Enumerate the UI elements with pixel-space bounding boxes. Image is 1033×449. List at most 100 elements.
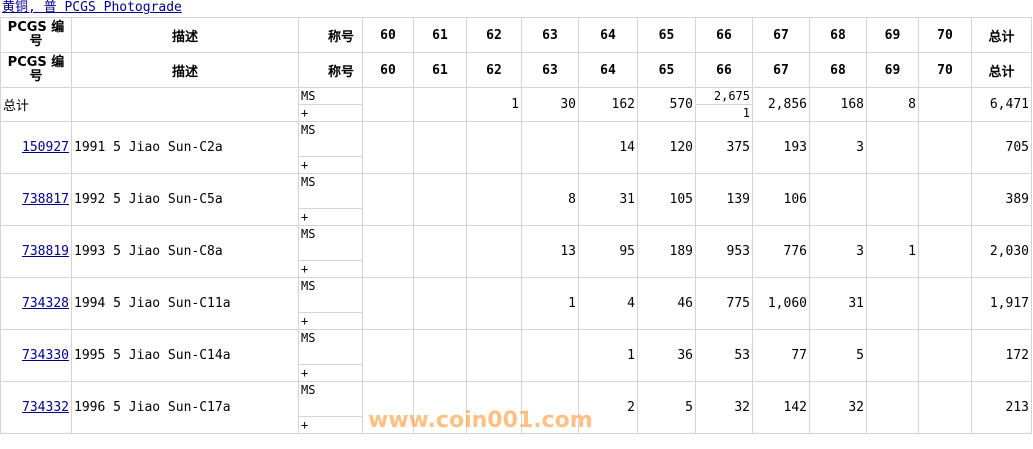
grade-value xyxy=(918,121,972,174)
header-id: PCGS 编号 xyxy=(0,17,72,53)
header-grade: 62 xyxy=(466,52,522,88)
grade-value: 5 xyxy=(637,381,696,434)
row-total: 1,917 xyxy=(971,277,1032,330)
page-title: 黄铜, 普 PCGS Photograde xyxy=(0,0,1033,17)
summary-row: 总计 MS 1 30 162 570 2,675 2,856 168 8 6,471 xyxy=(0,87,1032,122)
designation-plus: + xyxy=(298,312,363,330)
grade-value: 139 xyxy=(695,173,753,226)
coin-id-cell: 150927 xyxy=(0,121,72,174)
header-grade: 61 xyxy=(413,17,467,53)
coin-id-cell: 734332 xyxy=(0,381,72,434)
title-link[interactable]: 黄铜, 普 PCGS Photograde xyxy=(2,0,182,15)
grade-value xyxy=(362,121,414,174)
grade-value xyxy=(413,225,467,278)
plus-row: + xyxy=(1,416,1032,434)
grade-value xyxy=(918,277,972,330)
table-row: 150927 1991 5 Jiao Sun-C2a MS 14 120 375 193 3 7… xyxy=(0,121,1032,174)
header-designation: 称号 xyxy=(298,52,363,88)
designation-ms: MS xyxy=(298,329,363,365)
grade-value: 32 xyxy=(695,381,753,434)
grade-value xyxy=(466,277,522,330)
grade-value xyxy=(466,173,522,226)
header-grade: 68 xyxy=(809,52,867,88)
header-desc: 描述 xyxy=(71,52,299,88)
grade-value: 13 xyxy=(521,225,579,278)
grade-value xyxy=(413,173,467,226)
header-total: 总计 xyxy=(971,52,1032,88)
grade-value: 3 xyxy=(809,225,867,278)
grade-value: 8 xyxy=(521,173,579,226)
summary-value: 168 xyxy=(809,87,867,122)
coin-desc: 1991 5 Jiao Sun-C2a xyxy=(71,121,299,174)
table-row: 738817 1992 5 Jiao Sun-C5a MS 8 31 105 139 106 3… xyxy=(0,173,1032,226)
coin-desc: 1994 5 Jiao Sun-C11a xyxy=(71,277,299,330)
summary-label: 总计 xyxy=(0,87,72,122)
grade-value xyxy=(521,329,579,382)
grade-value xyxy=(362,225,414,278)
summary-value: 30 xyxy=(521,87,579,122)
header-grade: 62 xyxy=(466,17,522,53)
row-total: 213 xyxy=(971,381,1032,434)
grade-value: 36 xyxy=(637,329,696,382)
row-total: 172 xyxy=(971,329,1032,382)
summary-value xyxy=(918,87,972,122)
grade-value xyxy=(521,121,579,174)
header-grade: 63 xyxy=(521,17,579,53)
grade-value xyxy=(362,173,414,226)
summary-plus-value: 1 xyxy=(695,104,753,122)
grade-value: 46 xyxy=(637,277,696,330)
designation-ms: MS xyxy=(298,225,363,261)
grade-value xyxy=(918,381,972,434)
coin-id-cell: 734328 xyxy=(0,277,72,330)
header-row: PCGS 编号 描述 称号 60 61 62 63 64 65 66 67 68 69 70 总计 xyxy=(0,17,1032,53)
header-row: PCGS 编号 描述 称号 60 61 62 63 64 65 66 67 68 69 70 总计 xyxy=(0,52,1032,88)
grade-value xyxy=(466,329,522,382)
grade-value: 106 xyxy=(752,173,810,226)
grade-value: 120 xyxy=(637,121,696,174)
grade-value: 775 xyxy=(695,277,753,330)
designation-ms: MS xyxy=(298,277,363,313)
coin-id-link[interactable]: 734328 xyxy=(22,296,69,311)
designation-plus: + xyxy=(298,416,363,434)
summary-value: 2,856 xyxy=(752,87,810,122)
grade-value: 1 xyxy=(866,225,919,278)
designation-ms: MS xyxy=(298,87,363,105)
grade-value: 31 xyxy=(578,173,638,226)
grade-value: 53 xyxy=(695,329,753,382)
coin-id-link[interactable]: 150927 xyxy=(22,140,69,155)
summary-plus-row: +1 xyxy=(1,104,1032,122)
grade-value xyxy=(866,329,919,382)
header-grade: 65 xyxy=(637,52,696,88)
grade-value xyxy=(521,381,579,434)
row-total: 2,030 xyxy=(971,225,1032,278)
coin-desc: 1996 5 Jiao Sun-C17a xyxy=(71,381,299,434)
designation-ms: MS xyxy=(298,381,363,417)
header-grade: 64 xyxy=(578,52,638,88)
grade-value xyxy=(413,381,467,434)
coin-id-link[interactable]: 738819 xyxy=(22,244,69,259)
header-grade: 66 xyxy=(695,52,753,88)
coin-id-link[interactable]: 734330 xyxy=(22,348,69,363)
coin-id-link[interactable]: 738817 xyxy=(22,192,69,207)
grade-value xyxy=(918,173,972,226)
header-grade: 60 xyxy=(362,17,414,53)
grade-value: 375 xyxy=(695,121,753,174)
summary-value: 2,675 xyxy=(695,87,753,105)
header-grade: 61 xyxy=(413,52,467,88)
grade-value: 142 xyxy=(752,381,810,434)
grade-value: 5 xyxy=(809,329,867,382)
table-row: 734332 1996 5 Jiao Sun-C17a MS 2 5 32 142 32 213 xyxy=(0,381,1032,434)
grade-value: 1,060 xyxy=(752,277,810,330)
grade-value: 193 xyxy=(752,121,810,174)
grade-value: 1 xyxy=(578,329,638,382)
header-grade: 67 xyxy=(752,52,810,88)
designation-ms: MS xyxy=(298,173,363,209)
header-designation: 称号 xyxy=(298,17,363,53)
grade-value xyxy=(918,225,972,278)
coin-id-link[interactable]: 734332 xyxy=(22,400,69,415)
coin-id-cell: 738817 xyxy=(0,173,72,226)
grade-value: 189 xyxy=(637,225,696,278)
coin-desc: 1995 5 Jiao Sun-C14a xyxy=(71,329,299,382)
grade-value xyxy=(866,173,919,226)
header-grade: 65 xyxy=(637,17,696,53)
